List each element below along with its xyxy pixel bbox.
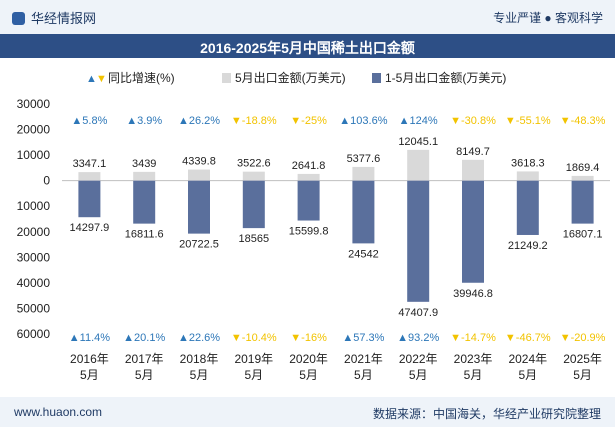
monthly-value-label: 3522.6 bbox=[237, 158, 271, 170]
legend-cumulative-label: 1-5月出口金额(万美元) bbox=[385, 70, 506, 85]
monthly-value-label: 3618.3 bbox=[511, 157, 545, 169]
legend-growth-up-icon: ▲ bbox=[86, 73, 97, 85]
cumulative-value-label: 20722.5 bbox=[179, 239, 219, 251]
cumulative-yoy-label: ▲11.4% bbox=[69, 332, 110, 344]
cumulative-value-label: 16807.1 bbox=[563, 229, 603, 241]
cumulative-yoy-label: ▼-20.9% bbox=[560, 332, 606, 344]
x-tick-label: 2025年 5月 bbox=[563, 352, 602, 382]
cumulative-yoy-label: ▼-10.4% bbox=[231, 332, 277, 344]
monthly-yoy-label: ▼-25% bbox=[290, 115, 327, 127]
legend-growth-label: 同比增速(%) bbox=[108, 71, 175, 85]
monthly-bar bbox=[352, 166, 375, 181]
x-tick-label: 2020年 5月 bbox=[289, 352, 328, 382]
x-tick-label: 2021年 5月 bbox=[344, 352, 383, 382]
y-tick-label: 10000 bbox=[17, 148, 51, 162]
monthly-value-label: 2641.8 bbox=[292, 160, 326, 172]
legend-monthly-label: 5月出口金额(万美元) bbox=[235, 70, 346, 85]
cumulative-yoy-label: ▲20.1% bbox=[123, 332, 165, 344]
monthly-value-label: 5377.6 bbox=[347, 153, 381, 165]
monthly-value-label: 1869.4 bbox=[566, 162, 600, 174]
monthly-bar bbox=[242, 171, 265, 181]
cumulative-value-label: 16811.6 bbox=[125, 229, 164, 241]
footer-bar: www.huaon.com 数据来源：中国海关，华经产业研究院整理 bbox=[0, 397, 615, 427]
title-bar: 2016-2025年5月中国稀土出口金额 bbox=[0, 34, 615, 58]
cumulative-bar bbox=[242, 180, 265, 229]
cumulative-yoy-label: ▲93.2% bbox=[397, 332, 439, 344]
x-tick-label: 2024年 5月 bbox=[508, 352, 547, 382]
legend-cumulative-swatch bbox=[372, 73, 381, 83]
monthly-value-label: 12045.1 bbox=[398, 136, 438, 148]
x-tick-label: 2023年 5月 bbox=[454, 352, 493, 382]
top-bar: 华经情报网 专业严谨 ● 客观科学 bbox=[0, 0, 615, 34]
cumulative-value-label: 15599.8 bbox=[289, 226, 329, 238]
y-tick-label: 50000 bbox=[17, 301, 51, 315]
y-tick-label: 30000 bbox=[17, 250, 51, 264]
cumulative-yoy-label: ▼-16% bbox=[290, 332, 327, 344]
monthly-yoy-label: ▼-18.8% bbox=[231, 115, 277, 127]
cumulative-bar bbox=[133, 180, 156, 224]
monthly-yoy-label: ▼-30.8% bbox=[450, 115, 496, 127]
monthly-bar bbox=[78, 172, 101, 181]
cumulative-value-label: 24542 bbox=[348, 248, 379, 260]
brand: 华经情报网 bbox=[12, 8, 96, 27]
cumulative-value-label: 21249.2 bbox=[508, 240, 548, 252]
monthly-bar bbox=[462, 159, 484, 181]
monthly-value-label: 3439 bbox=[132, 158, 156, 170]
cumulative-value-label: 39946.8 bbox=[453, 288, 493, 300]
x-tick-label: 2017年 5月 bbox=[125, 352, 164, 382]
bar-chart: ▲ ▼ 同比增速(%) 5月出口金额(万美元) 1-5月出口金额(万美元) 30000 20… bbox=[17, 70, 610, 382]
monthly-bar bbox=[133, 171, 156, 181]
monthly-yoy-label: ▲124% bbox=[399, 115, 438, 127]
monthly-bar bbox=[297, 173, 320, 181]
footer-source: 数据来源：中国海关，华经产业研究院整理 bbox=[372, 407, 601, 421]
cumulative-value-label: 14297.9 bbox=[70, 222, 110, 234]
x-tick-label: 2019年 5月 bbox=[234, 352, 273, 382]
monthly-value-label: 4339.8 bbox=[182, 156, 216, 168]
cumulative-yoy-label: ▲57.3% bbox=[342, 332, 384, 344]
cumulative-bar bbox=[188, 180, 210, 234]
chart-title: 2016-2025年5月中国稀土出口金额 bbox=[200, 40, 415, 56]
monthly-bar bbox=[571, 175, 594, 181]
y-tick-label: 30000 bbox=[17, 97, 51, 111]
cumulative-value-label: 18565 bbox=[239, 233, 270, 245]
cumulative-value-label: 47407.9 bbox=[398, 307, 438, 319]
y-tick-label: 20000 bbox=[17, 225, 51, 239]
monthly-yoy-label: ▼-48.3% bbox=[560, 115, 606, 127]
y-tick-label: 60000 bbox=[17, 327, 51, 341]
cumulative-bar bbox=[352, 180, 375, 244]
monthly-bar bbox=[188, 169, 210, 181]
cumulative-bar bbox=[297, 180, 320, 221]
x-tick-label: 2022年 5月 bbox=[399, 352, 438, 382]
monthly-value-label: 8149.7 bbox=[456, 146, 490, 158]
cumulative-yoy-label: ▲22.6% bbox=[178, 332, 220, 344]
cumulative-yoy-label: ▼-46.7% bbox=[505, 332, 551, 344]
y-tick-label: 10000 bbox=[17, 199, 51, 213]
monthly-yoy-label: ▼-55.1% bbox=[505, 115, 551, 127]
monthly-yoy-label: ▲26.2% bbox=[178, 115, 220, 127]
cumulative-bar bbox=[78, 180, 101, 218]
cumulative-bar bbox=[516, 180, 539, 235]
brand-logo-icon bbox=[12, 12, 25, 25]
cumulative-yoy-label: ▼-14.7% bbox=[450, 332, 496, 344]
monthly-bar bbox=[407, 149, 430, 181]
y-tick-label: 40000 bbox=[17, 276, 51, 290]
brand-name: 华经情报网 bbox=[31, 11, 97, 26]
y-tick-label: 0 bbox=[43, 174, 50, 188]
cumulative-bar bbox=[462, 180, 484, 283]
x-tick-label: 2016年 5月 bbox=[70, 352, 109, 382]
legend-growth-down-icon: ▼ bbox=[96, 73, 107, 85]
cumulative-bar bbox=[571, 180, 594, 224]
x-tick-label: 2018年 5月 bbox=[180, 352, 219, 382]
y-tick-label: 20000 bbox=[17, 123, 51, 137]
monthly-yoy-label: ▲5.8% bbox=[71, 115, 107, 127]
monthly-bar bbox=[516, 171, 539, 181]
monthly-yoy-label: ▲3.9% bbox=[126, 115, 162, 127]
cumulative-bar bbox=[407, 180, 430, 302]
monthly-yoy-label: ▲103.6% bbox=[339, 115, 387, 127]
tagline: 专业严谨 ● 客观科学 bbox=[493, 11, 603, 25]
monthly-value-label: 3347.1 bbox=[73, 158, 107, 170]
footer-website: www.huaon.com bbox=[14, 405, 103, 419]
legend-monthly-swatch bbox=[222, 73, 231, 83]
